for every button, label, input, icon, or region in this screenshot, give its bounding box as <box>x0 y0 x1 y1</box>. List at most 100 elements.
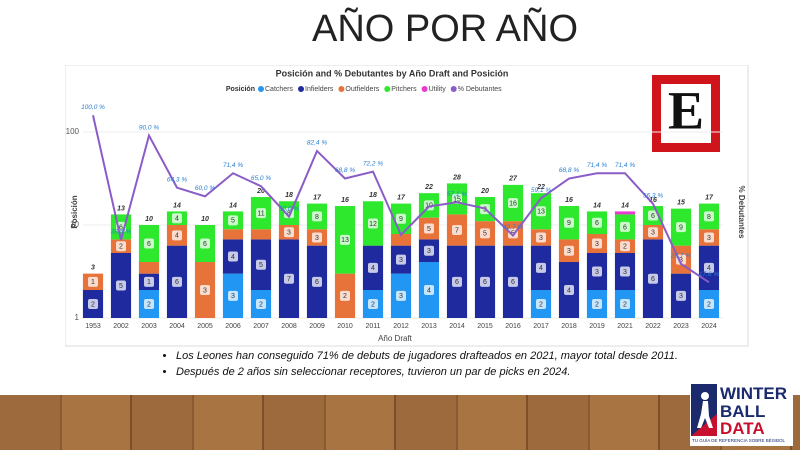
segment-label: 13 <box>341 237 349 244</box>
segment-label: 2 <box>119 244 123 251</box>
segment-label-box <box>508 276 518 287</box>
segment-label: 3 <box>707 235 711 242</box>
segment-label-group: 9 <box>564 217 574 228</box>
segment-label: 8 <box>707 214 711 221</box>
segment-label-box <box>452 276 462 287</box>
brand-tagline: TU GUÍA DE REFERENCIA SOBRE BÉISBOL <box>692 438 786 443</box>
brand-icon <box>691 384 717 436</box>
segment-label: 6 <box>483 279 487 286</box>
segment-label: 4 <box>175 216 179 223</box>
bar-total: 27 <box>508 176 518 183</box>
segment-label-group: 2 <box>368 299 378 310</box>
segment-label-group: 9 <box>396 213 406 224</box>
bar-total: 14 <box>621 202 629 209</box>
x-tick-label: 2022 <box>645 323 661 330</box>
bar-total: 20 <box>480 188 489 195</box>
segment-label-box <box>536 262 546 273</box>
y-tick-label: 100 <box>66 127 80 136</box>
segment-label-group: 7 <box>284 273 294 284</box>
bullet: Los Leones han conseguido 71% de debuts … <box>176 350 716 362</box>
segment-label-group: 3 <box>200 285 210 296</box>
segment-label: 3 <box>315 235 319 242</box>
x-tick-label: 2005 <box>197 323 213 330</box>
line-label: 100,0 % <box>81 104 105 111</box>
segment-label: 6 <box>203 241 207 248</box>
x-tick-label: 2017 <box>533 323 549 330</box>
segment-label-box <box>592 299 602 310</box>
segment-label-box <box>200 238 210 249</box>
segment-label-box <box>424 245 434 256</box>
segment-label-box <box>256 208 266 219</box>
segment-label: 9 <box>567 220 571 227</box>
segment-label-box <box>172 276 182 287</box>
segment-label-box <box>564 285 574 296</box>
line-label: 71,4 % <box>223 162 243 169</box>
segment-label: 6 <box>147 241 151 248</box>
segment-label-group: 6 <box>648 210 658 221</box>
segment-label-group: 2 <box>256 299 266 310</box>
segment-label-box <box>144 299 154 310</box>
line-label: 17,6 % <box>699 271 719 278</box>
segment-label: 3 <box>595 269 599 276</box>
segment-label: 3 <box>287 230 291 237</box>
legend-swatch <box>258 86 264 92</box>
segment-label-group: 3 <box>704 232 714 243</box>
segment-label: 2 <box>371 301 375 308</box>
segment-label: 6 <box>623 224 627 231</box>
legend-swatch <box>421 86 428 92</box>
x-tick-label: 2016 <box>505 323 521 330</box>
y-tick-label: 1 <box>75 313 80 322</box>
segment-label-group: 4 <box>704 262 714 273</box>
segment-label-box <box>88 276 98 287</box>
x-tick-label: 2012 <box>393 323 409 330</box>
segment-label: 2 <box>259 301 263 308</box>
segment-label-group: 3 <box>228 290 238 301</box>
legend-title: Posición <box>226 86 255 93</box>
segment-label-box <box>396 254 406 265</box>
segment-label-box <box>200 285 210 296</box>
segment-label-box <box>312 211 322 222</box>
segment-label-box <box>452 193 462 204</box>
chart: Posición and % Debutantes by Año Draft a… <box>65 65 749 347</box>
segment-label-box <box>592 217 602 228</box>
segment-label-box <box>284 273 294 284</box>
segment-label-group: 2 <box>536 299 546 310</box>
segment-label-box <box>256 299 266 310</box>
bar-total: 14 <box>173 202 181 209</box>
segment-label: 4 <box>539 265 543 272</box>
bar-segment <box>222 229 244 240</box>
bar-segment <box>138 262 160 274</box>
y-tick-label: 10 <box>70 220 79 229</box>
segment-label-group: 6 <box>592 217 602 228</box>
x-tick-label: 2009 <box>309 323 325 330</box>
bar-total: 14 <box>593 202 601 209</box>
segment-label-box <box>480 276 490 287</box>
segment-label: 6 <box>175 279 179 286</box>
segment-label: 7 <box>455 227 459 234</box>
segment-label-group: 2 <box>620 241 630 252</box>
segment-label-group: 6 <box>200 238 210 249</box>
segment-label: 6 <box>595 220 599 227</box>
x-tick-label: 1953 <box>85 323 101 330</box>
segment-label-box <box>564 245 574 256</box>
segment-label: 5 <box>483 231 487 238</box>
segment-label-box <box>704 299 714 310</box>
segment-label-group: 15 <box>452 193 462 204</box>
segment-label-group: 4 <box>368 262 378 273</box>
line-label: 65,0 % <box>251 175 271 182</box>
segment-label-box <box>648 273 658 284</box>
segment-label-group: 4 <box>172 230 182 241</box>
legend-swatch <box>450 86 457 92</box>
segment-label-box <box>564 217 574 228</box>
x-tick-label: 2002 <box>113 323 129 330</box>
legend-label: Catchers <box>265 86 294 93</box>
segment-label: 6 <box>651 276 655 283</box>
segment-label-group: 3 <box>396 254 406 265</box>
line-label: 72,2 % <box>363 160 383 167</box>
segment-label-group: 9 <box>676 222 686 233</box>
segment-label-group: 2 <box>592 299 602 310</box>
segment-label-box <box>424 285 434 296</box>
segment-label-group: 5 <box>424 223 434 234</box>
segment-label-box <box>620 241 630 252</box>
